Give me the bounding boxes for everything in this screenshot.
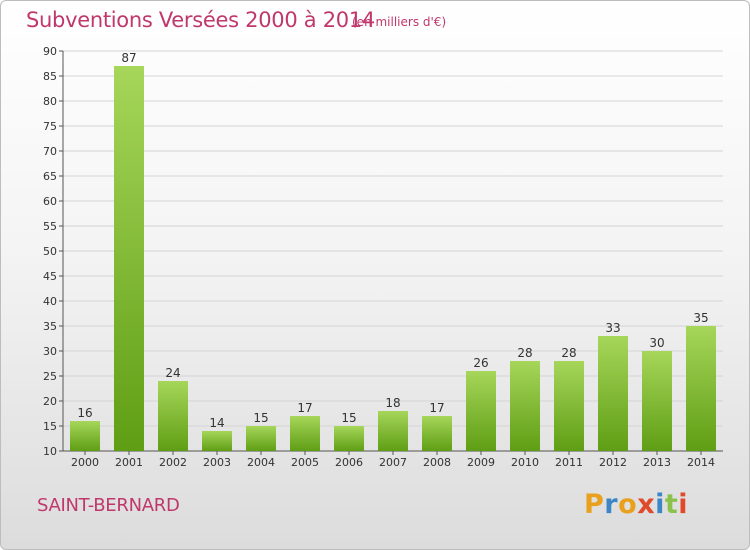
x-tick-label-2010: 2010 (511, 456, 539, 469)
bar-2002 (158, 381, 188, 451)
y-tick-label: 15 (43, 420, 57, 433)
bar-2012 (598, 336, 628, 451)
x-tick-label-2012: 2012 (599, 456, 627, 469)
value-label-2014: 35 (693, 311, 708, 325)
x-tick-label-2002: 2002 (159, 456, 187, 469)
value-label-2012: 33 (605, 321, 620, 335)
x-tick-label-2011: 2011 (555, 456, 583, 469)
logo-letter: t (664, 489, 679, 520)
x-tick-label-2006: 2006 (335, 456, 363, 469)
x-tick-label-2008: 2008 (423, 456, 451, 469)
bar-2003 (202, 431, 232, 451)
value-label-2001: 87 (121, 51, 136, 65)
bar-2008 (422, 416, 452, 451)
y-tick-label: 30 (43, 345, 57, 358)
x-tick-label-2005: 2005 (291, 456, 319, 469)
logo-letter: o (618, 489, 638, 520)
bar-2004 (246, 426, 276, 451)
value-labels: 16 87 24 14 15 17 15 18 17 26 28 28 33 30 35 (77, 51, 708, 430)
logo-letter: i (678, 489, 689, 520)
value-label-2006: 15 (341, 411, 356, 425)
y-tick-label: 70 (43, 145, 57, 158)
bar-2000 (70, 421, 100, 451)
value-label-2013: 30 (649, 336, 664, 350)
x-tick-label-2004: 2004 (247, 456, 275, 469)
x-tick-labels: 2000 2001 2002 2003 2004 2005 2006 2007 2008 2009… (71, 451, 715, 469)
bar-2013 (642, 351, 672, 451)
chart-title: Subventions Versées 2000 à 2014 (26, 8, 375, 32)
bar-2014 (686, 326, 716, 451)
y-tick-label: 10 (43, 445, 57, 458)
x-tick-label-2009: 2009 (467, 456, 495, 469)
x-tick-label-2013: 2013 (643, 456, 671, 469)
y-tick-label: 80 (43, 95, 57, 108)
value-label-2000: 16 (77, 406, 92, 420)
y-tick-label: 60 (43, 195, 57, 208)
y-tick-label: 65 (43, 170, 57, 183)
commune-name: SAINT-BERNARD (37, 495, 180, 516)
bar-2006 (334, 426, 364, 451)
y-tick-label: 20 (43, 395, 57, 408)
logo-letter: i (655, 489, 665, 520)
value-label-2009: 26 (473, 356, 488, 370)
y-tick-label: 45 (43, 270, 57, 283)
bar-2001 (114, 66, 144, 451)
y-tick-label: 40 (43, 295, 57, 308)
y-tick-label: 85 (43, 70, 57, 83)
value-label-2008: 17 (429, 401, 444, 415)
bar-2010 (510, 361, 540, 451)
value-label-2004: 15 (253, 411, 268, 425)
bar-2007 (378, 411, 408, 451)
value-label-2007: 18 (385, 396, 400, 410)
y-tick-label: 50 (43, 245, 57, 258)
value-label-2003: 14 (209, 416, 224, 430)
logo-letter: r (604, 489, 619, 520)
y-tick-label: 90 (43, 45, 57, 58)
y-tick-label: 75 (43, 120, 57, 133)
logo-letter: x (637, 489, 656, 520)
x-tick-label-2000: 2000 (71, 456, 99, 469)
y-tick-label: 35 (43, 320, 57, 333)
x-tick-label-2007: 2007 (379, 456, 407, 469)
y-tick-label: 55 (43, 220, 57, 233)
y-tick-label: 25 (43, 370, 57, 383)
x-tick-label-2003: 2003 (203, 456, 231, 469)
chart-unit-note: (en milliers d'€) (352, 15, 447, 29)
value-label-2010: 28 (517, 346, 532, 360)
bar-2011 (554, 361, 584, 451)
bar-2009 (466, 371, 496, 451)
bar-2005 (290, 416, 320, 451)
value-label-2002: 24 (165, 366, 180, 380)
value-label-2011: 28 (561, 346, 576, 360)
logo-letter: P (584, 489, 605, 520)
value-label-2005: 17 (297, 401, 312, 415)
proxiti-logo: Proxiti (584, 489, 688, 520)
x-tick-label-2001: 2001 (115, 456, 143, 469)
x-tick-label-2014: 2014 (687, 456, 715, 469)
y-tick-labels: 10 15 20 25 30 35 40 45 50 55 60 65 70 75 80 85 90 (43, 45, 57, 458)
bars (70, 66, 716, 451)
